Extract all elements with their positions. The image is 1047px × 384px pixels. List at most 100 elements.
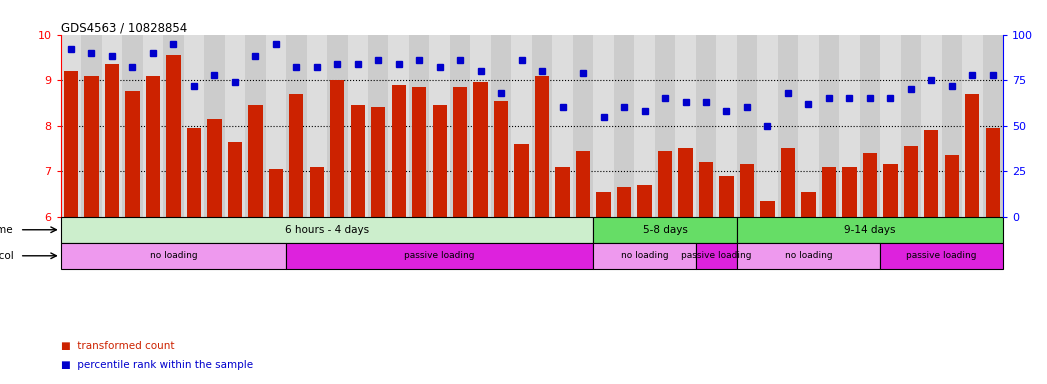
Bar xyxy=(207,119,222,217)
Bar xyxy=(737,35,757,217)
Bar xyxy=(330,80,344,217)
Bar xyxy=(351,105,365,217)
Text: ■  transformed count: ■ transformed count xyxy=(61,341,174,351)
Bar xyxy=(798,35,819,217)
Bar xyxy=(921,35,941,217)
Bar xyxy=(227,142,242,217)
Bar xyxy=(617,187,631,217)
Bar xyxy=(573,35,594,217)
Text: ■  percentile rank within the sample: ■ percentile rank within the sample xyxy=(61,360,253,370)
Bar xyxy=(576,151,591,217)
Bar xyxy=(307,35,327,217)
Bar xyxy=(105,64,119,217)
Bar xyxy=(146,76,160,217)
Bar xyxy=(597,192,610,217)
Text: passive loading: passive loading xyxy=(404,251,475,260)
Text: 5-8 days: 5-8 days xyxy=(643,225,688,235)
Text: 9-14 days: 9-14 days xyxy=(844,225,895,235)
Bar xyxy=(186,128,201,217)
Bar xyxy=(494,101,508,217)
Bar xyxy=(781,149,795,217)
Bar xyxy=(82,35,102,217)
Bar xyxy=(658,151,672,217)
Bar xyxy=(740,164,754,217)
Bar xyxy=(944,155,959,217)
Bar xyxy=(388,35,409,217)
Bar xyxy=(286,35,307,217)
Bar xyxy=(860,35,881,217)
Bar xyxy=(638,185,651,217)
Bar xyxy=(413,87,426,217)
Bar xyxy=(594,243,696,269)
Bar xyxy=(555,167,570,217)
Bar xyxy=(61,217,594,243)
Bar xyxy=(737,217,1003,243)
Bar xyxy=(553,35,573,217)
Bar xyxy=(594,35,614,217)
Bar xyxy=(985,128,1000,217)
Bar xyxy=(634,35,654,217)
Text: no loading: no loading xyxy=(150,251,197,260)
Bar xyxy=(778,35,798,217)
Bar xyxy=(473,83,488,217)
Bar xyxy=(819,35,839,217)
Bar xyxy=(327,35,348,217)
Bar xyxy=(965,94,979,217)
Text: GDS4563 / 10828854: GDS4563 / 10828854 xyxy=(61,22,187,35)
Bar xyxy=(962,35,982,217)
Bar xyxy=(409,35,429,217)
Bar xyxy=(102,35,122,217)
Bar xyxy=(142,35,163,217)
Bar xyxy=(367,35,388,217)
Bar xyxy=(884,164,897,217)
Bar xyxy=(760,201,775,217)
Bar xyxy=(491,35,511,217)
Text: protocol: protocol xyxy=(0,251,14,261)
Bar xyxy=(266,35,286,217)
Bar xyxy=(737,243,881,269)
Bar xyxy=(614,35,634,217)
Bar xyxy=(289,94,304,217)
Text: time: time xyxy=(0,225,14,235)
Bar xyxy=(698,162,713,217)
Bar xyxy=(716,35,737,217)
Bar xyxy=(204,35,225,217)
Bar xyxy=(839,35,860,217)
Bar xyxy=(900,35,921,217)
Bar xyxy=(248,105,263,217)
Bar xyxy=(61,243,286,269)
Bar xyxy=(122,35,142,217)
Bar xyxy=(429,35,450,217)
Bar xyxy=(696,35,716,217)
Bar xyxy=(941,35,962,217)
Bar xyxy=(532,35,553,217)
Bar xyxy=(84,76,98,217)
Bar xyxy=(696,243,737,269)
Bar xyxy=(392,84,406,217)
Bar xyxy=(535,76,550,217)
Bar xyxy=(245,35,266,217)
Bar xyxy=(678,149,693,217)
Bar xyxy=(286,243,594,269)
Bar xyxy=(654,35,675,217)
Bar xyxy=(514,144,529,217)
Bar xyxy=(881,35,900,217)
Bar xyxy=(675,35,696,217)
Bar xyxy=(822,167,837,217)
Bar xyxy=(310,167,324,217)
Bar xyxy=(453,87,467,217)
Bar xyxy=(594,217,737,243)
Bar xyxy=(450,35,470,217)
Bar xyxy=(801,192,816,217)
Bar xyxy=(225,35,245,217)
Text: passive loading: passive loading xyxy=(681,251,752,260)
Bar xyxy=(757,35,778,217)
Bar xyxy=(64,71,79,217)
Bar xyxy=(925,130,938,217)
Bar xyxy=(183,35,204,217)
Bar xyxy=(61,35,82,217)
Bar xyxy=(371,108,385,217)
Bar xyxy=(863,153,877,217)
Text: passive loading: passive loading xyxy=(907,251,977,260)
Text: no loading: no loading xyxy=(784,251,832,260)
